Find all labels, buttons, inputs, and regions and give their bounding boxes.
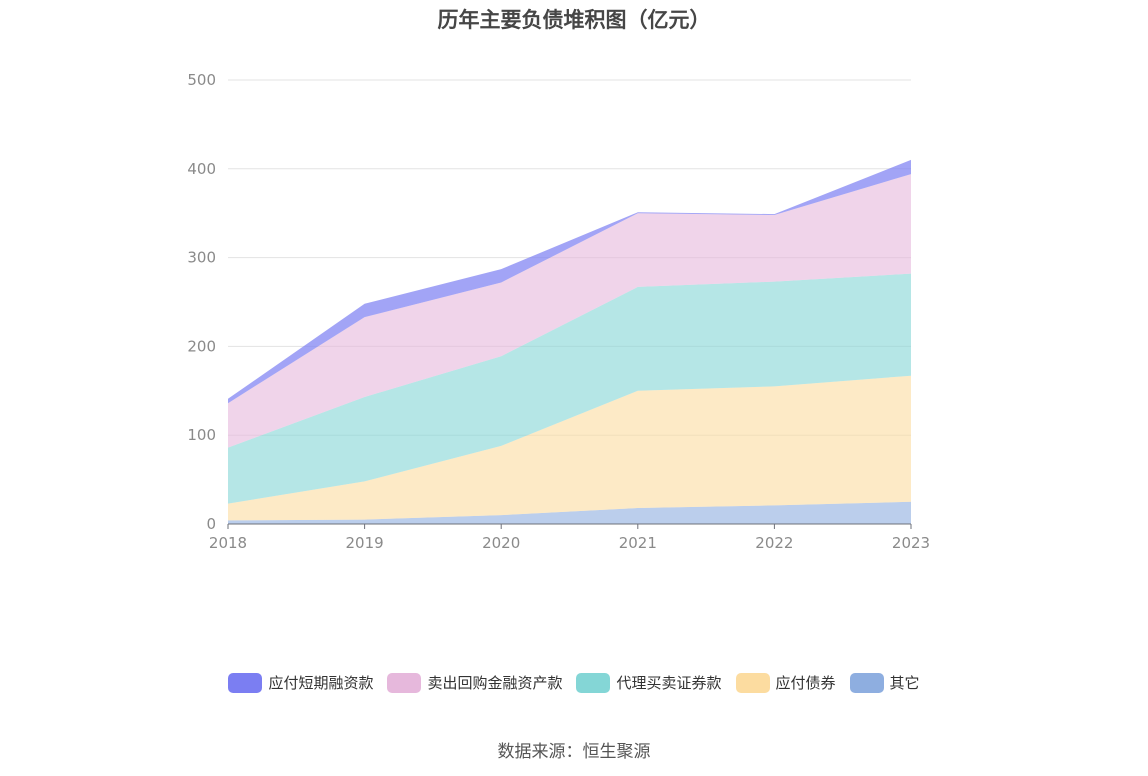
area-series-0 [228,501,911,524]
legend: 应付短期融资款 卖出回购金融资产款 代理买卖证券款 应付债券 其它 [0,672,1148,693]
area-series [228,159,911,524]
y-tick-label: 400 [187,160,216,178]
x-tick-label: 2018 [209,534,247,552]
legend-label: 代理买卖证券款 [616,674,722,692]
area-series-2 [228,273,911,504]
legend-item[interactable]: 卖出回购金融资产款 [387,672,562,693]
y-tick-label: 0 [206,515,216,533]
legend-swatch [849,672,884,693]
source-note: 数据来源：恒生聚源 [497,742,651,762]
y-tick-label: 200 [187,337,216,355]
y-tick-label: 300 [187,249,216,267]
legend-label: 其它 [889,674,920,692]
area-series-1 [228,375,911,521]
x-tick-label: 2019 [346,534,384,552]
legend-item[interactable]: 其它 [849,672,920,693]
legend-swatch [735,672,770,693]
legend-item[interactable]: 应付债券 [735,672,836,693]
x-tick-label: 2021 [619,534,657,552]
chart-title: 历年主要负债堆积图（亿元） [437,8,711,32]
area-series-3 [228,174,911,448]
axes: 2018 2019 2020 2021 2022 2023 [209,523,930,552]
x-tick-label: 2022 [755,534,793,552]
grid-lines: 0 100 200 300 400 500 [187,71,911,533]
legend-label: 应付短期融资款 [268,674,374,692]
legend-item[interactable]: 应付短期融资款 [228,672,373,693]
y-tick-label: 100 [187,426,216,444]
y-tick-label: 500 [187,71,216,89]
legend-label: 卖出回购金融资产款 [427,674,563,692]
x-tick-label: 2023 [892,534,930,552]
x-tick-label: 2020 [482,534,520,552]
legend-swatch [576,672,611,693]
legend-swatch [228,672,263,693]
legend-item[interactable]: 代理买卖证券款 [576,672,722,693]
legend-label: 应付债券 [775,674,836,692]
legend-swatch [387,672,422,693]
